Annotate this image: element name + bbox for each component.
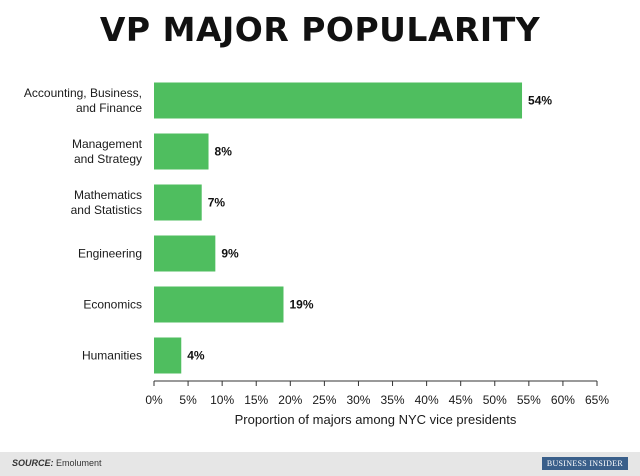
x-tick-label: 30% xyxy=(346,393,370,407)
bar-value-label: 7% xyxy=(208,196,226,210)
x-tick-label: 20% xyxy=(278,393,302,407)
x-tick-label: 55% xyxy=(517,393,541,407)
brand-logo: BUSINESS INSIDER xyxy=(541,457,628,470)
x-tick-label: 65% xyxy=(585,393,609,407)
x-axis-title: Proportion of majors among NYC vice pres… xyxy=(235,412,517,427)
bar-value-label: 54% xyxy=(528,94,552,108)
category-label: and Strategy xyxy=(74,152,142,166)
bar-value-label: 9% xyxy=(221,247,239,261)
category-label: Accounting, Business, xyxy=(24,86,142,100)
category-label: Economics xyxy=(83,298,142,312)
category-label: Humanities xyxy=(82,349,142,363)
category-label: and Statistics xyxy=(71,203,142,217)
bar xyxy=(154,337,182,374)
bar xyxy=(154,184,202,221)
bar xyxy=(154,286,284,323)
bar-value-label: 8% xyxy=(215,145,233,159)
x-tick-label: 0% xyxy=(145,393,163,407)
x-tick-label: 10% xyxy=(210,393,234,407)
bar xyxy=(154,133,209,170)
bar-value-label: 4% xyxy=(187,349,205,363)
category-label: and Finance xyxy=(76,101,142,115)
category-label: Mathematics xyxy=(74,188,142,202)
x-tick-label: 60% xyxy=(551,393,575,407)
x-tick-label: 25% xyxy=(312,393,336,407)
x-tick-label: 50% xyxy=(483,393,507,407)
bar xyxy=(154,82,523,119)
x-tick-label: 40% xyxy=(415,393,439,407)
x-tick-label: 15% xyxy=(244,393,268,407)
category-label: Engineering xyxy=(78,247,142,261)
chart-title: VP MAJOR POPULARITY xyxy=(99,10,541,49)
bar xyxy=(154,235,216,272)
x-tick-label: 35% xyxy=(381,393,405,407)
source-text: Emolument xyxy=(53,458,102,468)
x-tick-label: 5% xyxy=(179,393,197,407)
source-line: SOURCE: Emolument xyxy=(12,458,102,468)
footer: SOURCE: Emolument BUSINESS INSIDER xyxy=(0,452,640,476)
category-label: Management xyxy=(72,137,143,151)
bar-chart: 54% Accounting, Business,and Finance 8% Man… xyxy=(24,82,609,427)
bar-value-label: 19% xyxy=(289,298,313,312)
source-label: SOURCE: xyxy=(12,458,54,468)
x-tick-label: 45% xyxy=(449,393,473,407)
